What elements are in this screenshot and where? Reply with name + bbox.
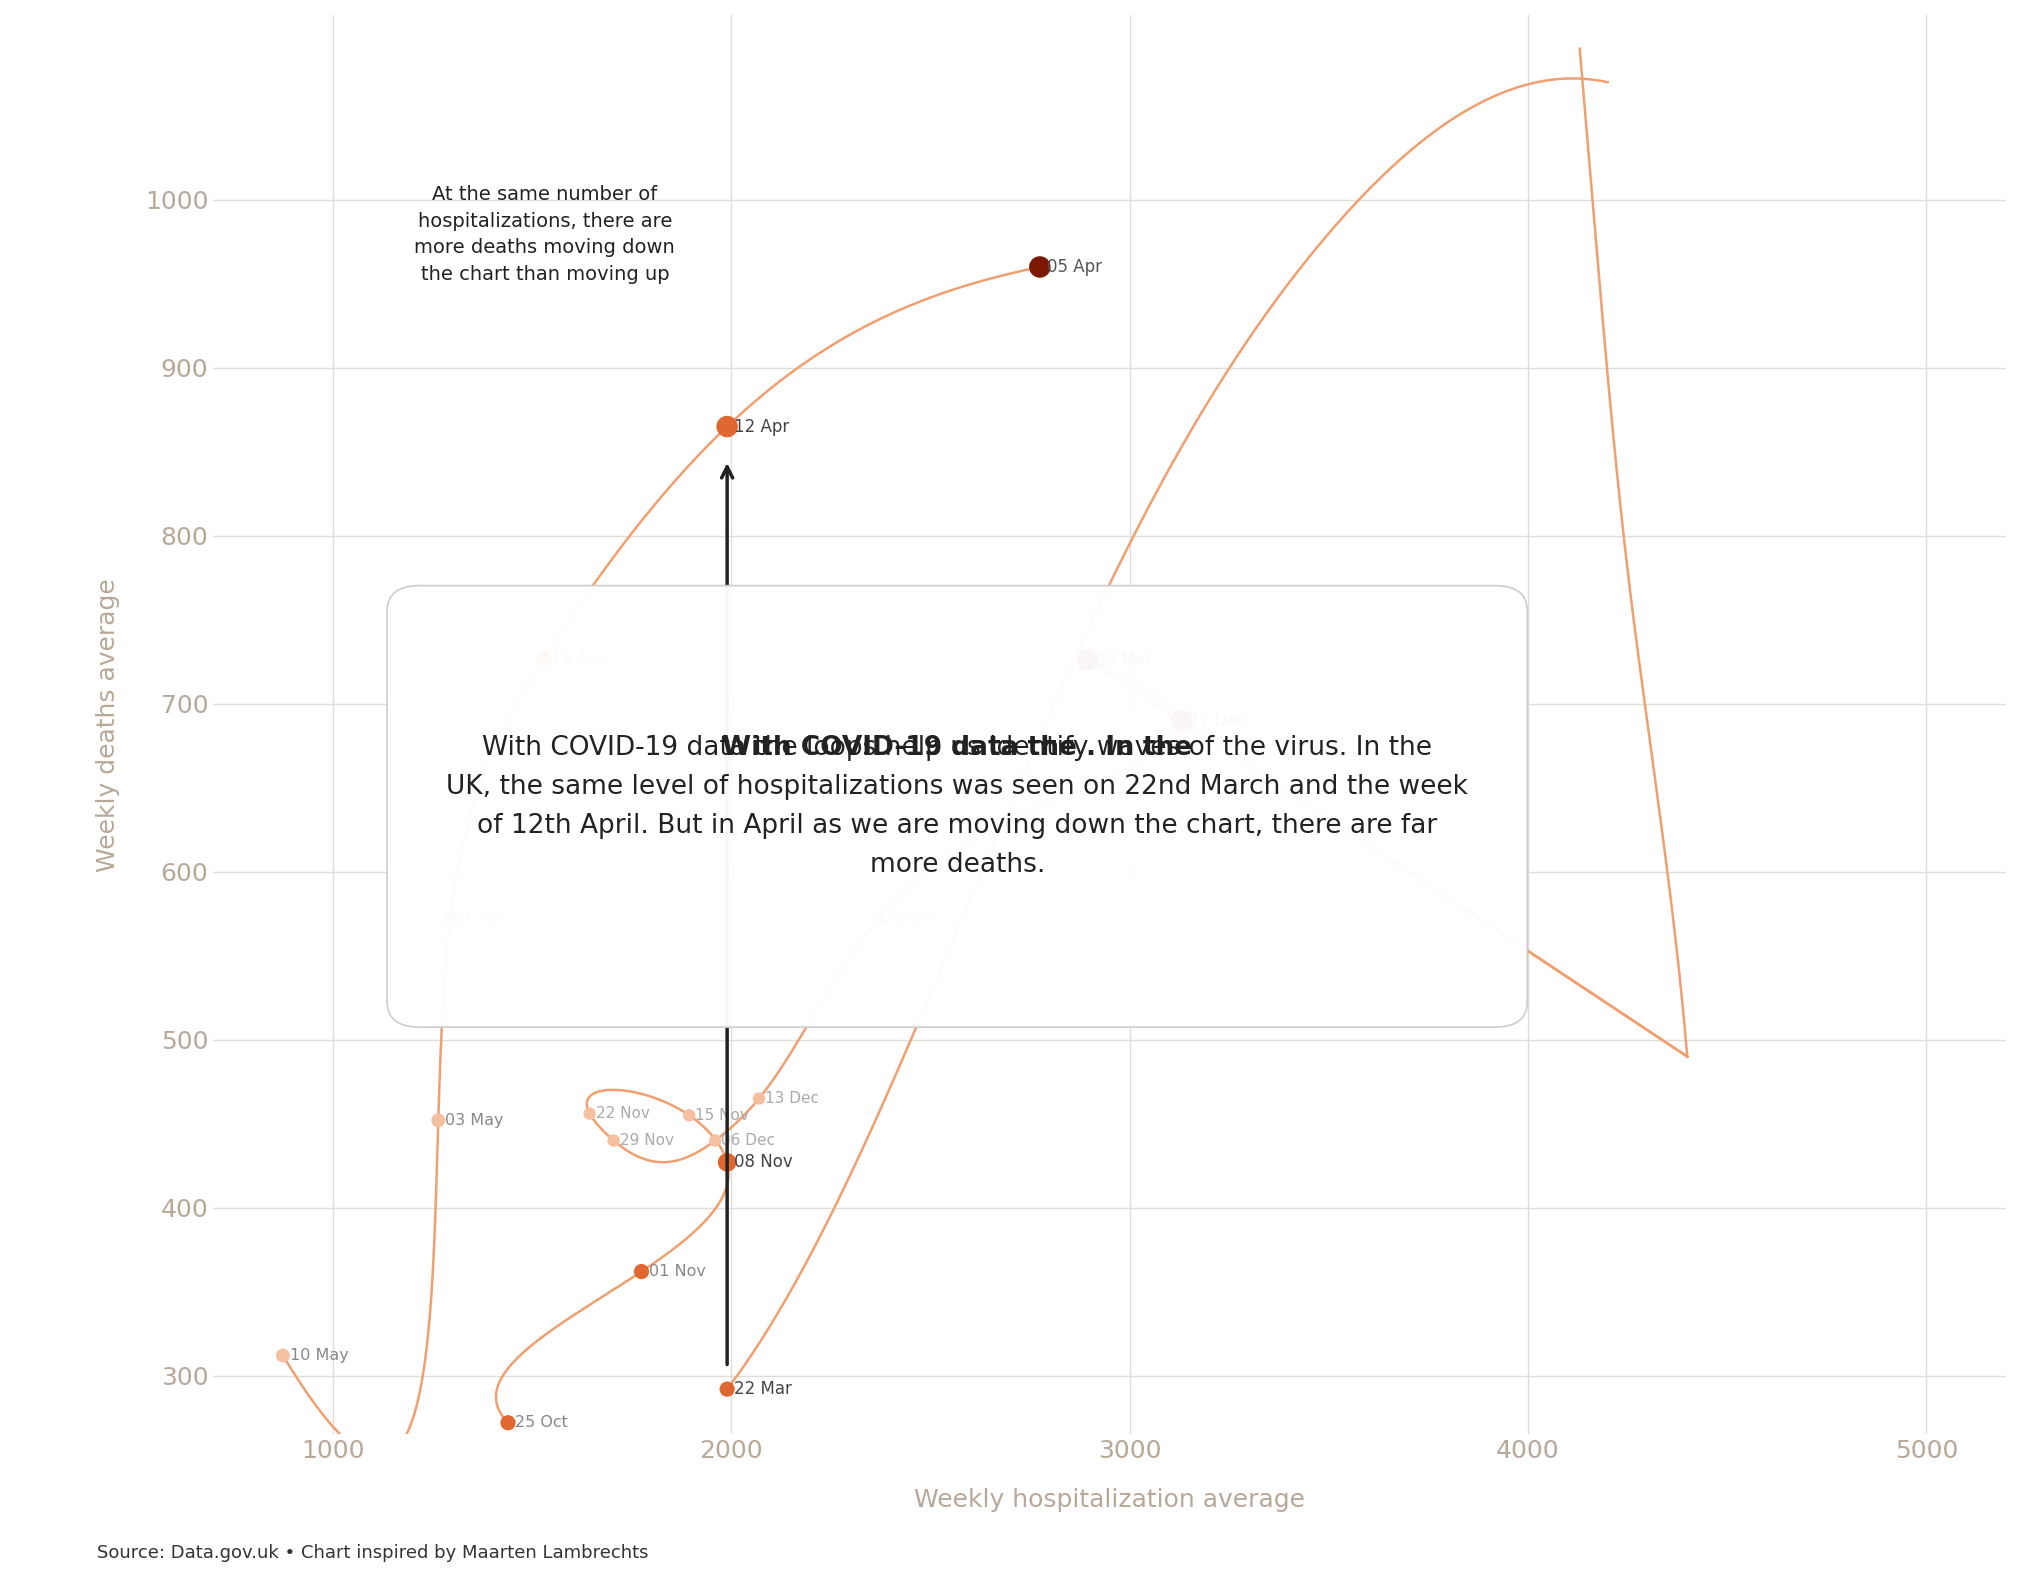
X-axis label: Weekly hospitalization average: Weekly hospitalization average: [913, 1488, 1306, 1513]
Text: 26 Apr: 26 Apr: [457, 912, 507, 926]
Text: 13 Dec: 13 Dec: [766, 1091, 819, 1106]
Point: [491, 1410, 523, 1435]
Point: [435, 905, 467, 931]
Text: 27 Dec: 27 Dec: [1188, 711, 1247, 730]
Text: 06 Dec: 06 Dec: [721, 1133, 776, 1149]
Point: [1071, 648, 1103, 673]
Point: [267, 1343, 299, 1368]
Text: 20 Dec: 20 Dec: [885, 912, 938, 926]
Text: With COVID-19 data the loops help us identify waves of the virus. In the
UK, the: With COVID-19 data the loops help us ide…: [447, 735, 1467, 878]
Text: 15 Nov: 15 Nov: [695, 1107, 750, 1123]
Text: Source: Data.gov.uk • Chart inspired by Maarten Lambrechts: Source: Data.gov.uk • Chart inspired by …: [97, 1545, 649, 1562]
Text: At the same number of
hospitalizations, there are
more deaths moving down
the ch: At the same number of hospitalizations, …: [414, 185, 675, 283]
Point: [863, 905, 895, 931]
FancyBboxPatch shape: [388, 585, 1528, 1028]
Point: [1166, 708, 1198, 733]
Point: [711, 414, 744, 439]
Point: [744, 1085, 776, 1111]
Text: 25 Oct: 25 Oct: [515, 1416, 568, 1430]
Text: 22 Mar: 22 Mar: [734, 1379, 792, 1398]
Text: 12 Apr: 12 Apr: [734, 417, 790, 436]
Text: 29 Mar: 29 Mar: [1095, 651, 1152, 670]
Point: [527, 646, 560, 671]
Y-axis label: Weekly deaths average: Weekly deaths average: [95, 578, 119, 872]
Point: [673, 1103, 705, 1128]
Point: [699, 1128, 732, 1153]
Text: 29 Nov: 29 Nov: [620, 1133, 673, 1149]
Text: 03 May: 03 May: [445, 1112, 503, 1128]
Text: 01 Nov: 01 Nov: [649, 1265, 705, 1279]
Point: [574, 1101, 606, 1126]
Text: 22 Nov: 22 Nov: [596, 1106, 649, 1122]
Text: 10 May: 10 May: [291, 1348, 350, 1363]
Text: 05 Apr: 05 Apr: [1047, 258, 1101, 275]
Point: [1025, 255, 1057, 280]
Point: [711, 1150, 744, 1176]
Point: [422, 1107, 455, 1133]
Point: [711, 1376, 744, 1402]
Text: With COVID-19 data the ​​​​​​​​​​​​​​​​​​​​​​​​​​​​​​​​​​​​​​​​​​​​. In the: With COVID-19 data the ​​​​​​​​​​​​​​​​​…: [721, 735, 1192, 878]
Text: 08 Nov: 08 Nov: [734, 1153, 792, 1171]
Point: [624, 1258, 657, 1284]
Text: 19 Apr: 19 Apr: [552, 651, 604, 667]
Point: [598, 1128, 631, 1153]
